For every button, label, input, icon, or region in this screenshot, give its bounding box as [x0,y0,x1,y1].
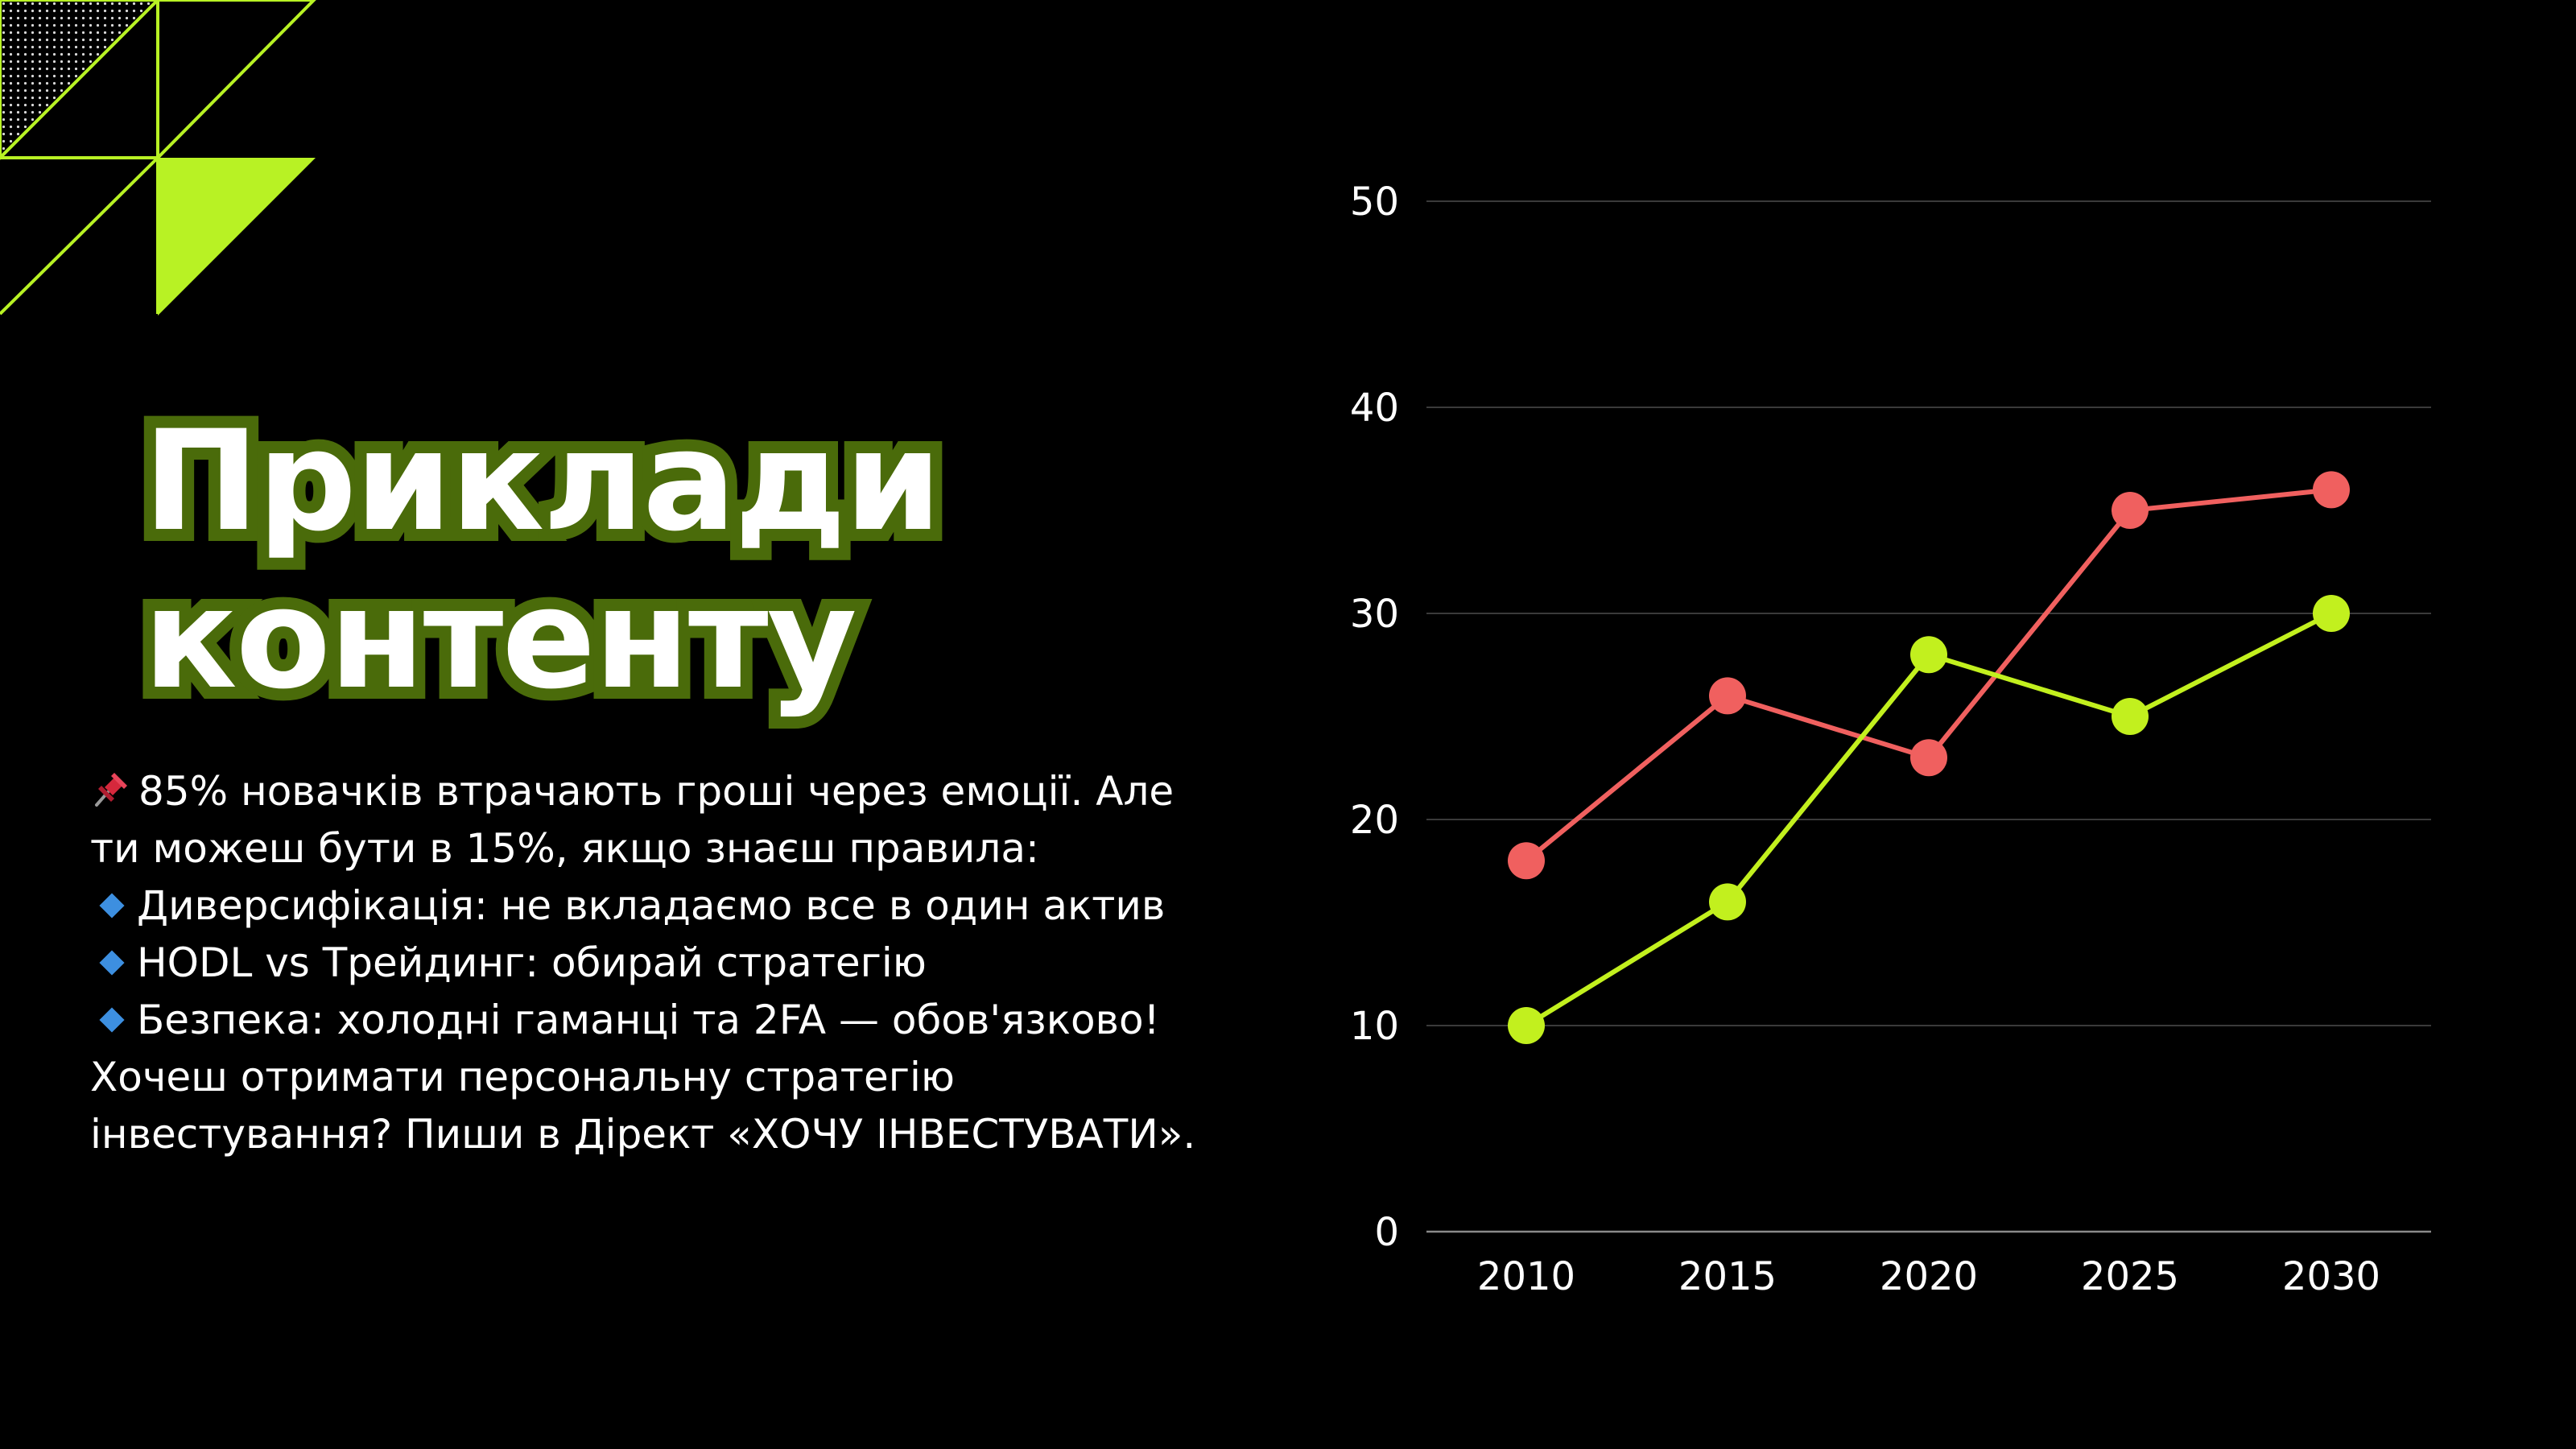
title-line-1: Приклади [131,390,954,572]
page-title: Приклади контенту [131,390,954,730]
series-2-point [1508,1007,1545,1044]
bullet-item: Безпека: холодні гаманці та 2FA — обов'я… [90,992,1282,1049]
series-2-point [1910,636,1947,674]
x-tick-label: 2015 [1678,1254,1777,1299]
y-tick-label: 40 [1350,386,1399,431]
body-text: 85% новачків втрачають гроші через емоці… [90,763,1282,1163]
series-1-point [2313,471,2350,509]
bullet-3-text: Безпека: холодні гаманці та 2FA — обов'я… [137,997,1160,1043]
series-1-point [1709,677,1746,715]
x-tick-label: 2030 [2282,1254,2380,1299]
y-tick-label: 30 [1350,592,1399,637]
blue-diamond-icon [99,950,125,976]
pushpin-icon [90,768,130,808]
blue-diamond-icon [99,1007,125,1033]
body-line-2: ти можеш бути в 15%, якщо знаєш правила: [90,825,1039,872]
y-tick-label: 10 [1350,1004,1399,1049]
title-line-2: контенту [131,548,869,730]
bullet-1-text: Диверсифікація: не вкладаємо все в один … [137,882,1166,929]
series-1-point [1910,739,1947,777]
x-tick-label: 2010 [1477,1254,1575,1299]
bullet-2-text: HODL vs Трейдинг: обирай стратегію [137,939,927,986]
bullet-item: HODL vs Трейдинг: обирай стратегію [90,935,1282,992]
y-tick-label: 20 [1350,798,1399,843]
blue-diamond-icon [99,893,125,919]
x-tick-label: 2025 [2081,1254,2179,1299]
bullet-item: Диверсифікація: не вкладаємо все в один … [90,877,1282,935]
series-1-point [2112,492,2149,529]
series-2-point [1709,883,1746,921]
series-1-point [1508,842,1545,880]
series-2-point [2112,698,2149,735]
x-tick-label: 2020 [1880,1254,1978,1299]
decorative-triangles [0,0,316,316]
series-2-point [2313,595,2350,632]
text-line: 85% новачків втрачають гроші через емоці… [90,763,1282,820]
body-line-1: 85% новачків втрачають гроші через емоці… [138,768,1174,815]
body-line-4: інвестування? Пиши в Дірект «ХОЧУ ІНВЕСТ… [90,1111,1196,1158]
y-tick-label: 50 [1350,180,1399,225]
y-tick-label: 0 [1374,1210,1399,1255]
body-line-3: Хочеш отримати персональну стратегію [90,1054,955,1100]
